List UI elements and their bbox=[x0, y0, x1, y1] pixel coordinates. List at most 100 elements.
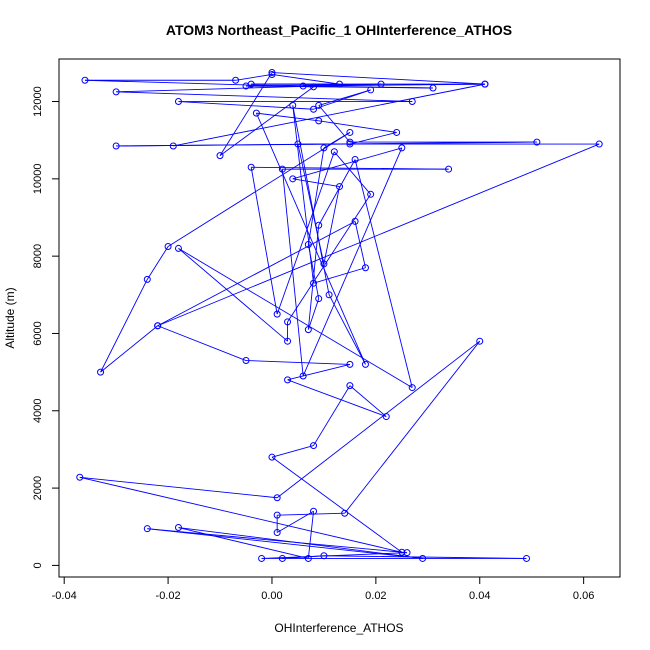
x-tick-label: -0.02 bbox=[156, 590, 181, 602]
series-segment bbox=[157, 325, 247, 361]
data-point bbox=[284, 337, 292, 345]
y-tick-label: 2000 bbox=[32, 476, 44, 500]
data-point bbox=[310, 105, 318, 113]
series-segment bbox=[354, 159, 413, 388]
y-tick-label: 6000 bbox=[32, 321, 44, 345]
series-segment bbox=[84, 79, 314, 88]
series-segment bbox=[100, 279, 148, 373]
data-point bbox=[154, 322, 162, 330]
series-segment bbox=[287, 194, 372, 323]
data-point bbox=[304, 554, 312, 562]
data-point bbox=[351, 156, 359, 164]
series-segment bbox=[287, 363, 350, 381]
series-segment bbox=[292, 105, 330, 295]
data-point bbox=[174, 524, 182, 532]
data-point bbox=[408, 98, 416, 106]
series-segment bbox=[271, 456, 403, 553]
data-point bbox=[273, 511, 281, 519]
data-point bbox=[304, 326, 312, 334]
y-tick-label: 0 bbox=[32, 562, 44, 568]
data-point bbox=[273, 494, 281, 502]
x-tick-label: 0.02 bbox=[365, 590, 386, 602]
series-lines bbox=[79, 72, 600, 559]
data-point bbox=[278, 165, 286, 173]
data-point bbox=[112, 142, 120, 150]
data-point bbox=[361, 360, 369, 368]
x-tick-label: 0.06 bbox=[573, 590, 594, 602]
data-point bbox=[315, 295, 323, 303]
data-point bbox=[268, 70, 276, 78]
series-segment bbox=[219, 72, 273, 156]
chart-title: ATOM3 Northeast_Pacific_1 OHInterference… bbox=[166, 22, 512, 38]
series-segment bbox=[271, 72, 485, 85]
series-segment bbox=[157, 220, 356, 327]
data-point bbox=[299, 372, 307, 380]
data-point bbox=[346, 128, 354, 136]
x-axis: -0.04 -0.02 0.00 0.02 0.04 0.06 bbox=[52, 576, 594, 602]
series-segment bbox=[147, 528, 408, 554]
series-segment bbox=[100, 325, 158, 373]
data-point bbox=[398, 548, 406, 556]
series-segment bbox=[318, 159, 356, 226]
data-point bbox=[403, 549, 411, 557]
series-segment bbox=[116, 141, 537, 147]
data-point bbox=[346, 382, 354, 390]
data-point bbox=[310, 83, 318, 91]
data-point bbox=[278, 554, 286, 562]
data-point bbox=[377, 80, 385, 88]
data-point bbox=[81, 76, 89, 84]
series-segment bbox=[167, 132, 351, 247]
data-point bbox=[232, 76, 240, 84]
series-segment bbox=[328, 294, 366, 365]
series-segment bbox=[276, 151, 335, 315]
data-point bbox=[174, 244, 182, 252]
series-segment bbox=[307, 147, 325, 245]
data-point bbox=[273, 310, 281, 318]
series-segment bbox=[302, 147, 403, 377]
data-point bbox=[284, 318, 292, 326]
data-point bbox=[310, 507, 318, 515]
data-point bbox=[273, 529, 281, 537]
data-point bbox=[320, 144, 328, 152]
series-segment bbox=[287, 379, 387, 417]
data-point bbox=[289, 175, 297, 183]
data-point bbox=[445, 165, 453, 173]
data-point bbox=[341, 509, 349, 517]
series-segment bbox=[323, 132, 351, 149]
data-point bbox=[315, 117, 323, 125]
y-axis: 0 2000 4000 6000 8000 10000 12000 bbox=[32, 86, 60, 568]
series-segment bbox=[235, 74, 273, 81]
series-segment bbox=[255, 112, 366, 365]
series-segment bbox=[333, 151, 372, 195]
data-point bbox=[408, 384, 416, 392]
data-point bbox=[143, 525, 151, 533]
data-point bbox=[289, 101, 297, 109]
series-segment bbox=[292, 178, 340, 188]
series-segment bbox=[313, 385, 351, 446]
data-point bbox=[97, 368, 105, 376]
series-segment bbox=[281, 169, 304, 377]
series-segment bbox=[79, 476, 278, 499]
data-point bbox=[320, 552, 328, 560]
x-tick-label: -0.04 bbox=[52, 590, 77, 602]
series-segment bbox=[307, 225, 320, 330]
series-segment bbox=[307, 511, 314, 559]
series-segment bbox=[157, 143, 600, 327]
data-point bbox=[310, 279, 318, 287]
data-point bbox=[523, 554, 530, 562]
series-segment bbox=[349, 385, 387, 417]
x-tick-label: 0.04 bbox=[469, 590, 490, 602]
data-point bbox=[164, 242, 172, 250]
series-segment bbox=[276, 340, 481, 499]
series-segment bbox=[116, 91, 413, 102]
data-point bbox=[268, 453, 276, 461]
y-tick-label: 12000 bbox=[32, 86, 44, 117]
series-segment bbox=[313, 267, 366, 284]
y-tick-label: 8000 bbox=[32, 244, 44, 268]
data-point bbox=[346, 140, 354, 148]
series-segment bbox=[271, 445, 314, 458]
series-segment bbox=[245, 360, 350, 365]
series-segment bbox=[292, 147, 402, 180]
data-point bbox=[476, 337, 484, 345]
